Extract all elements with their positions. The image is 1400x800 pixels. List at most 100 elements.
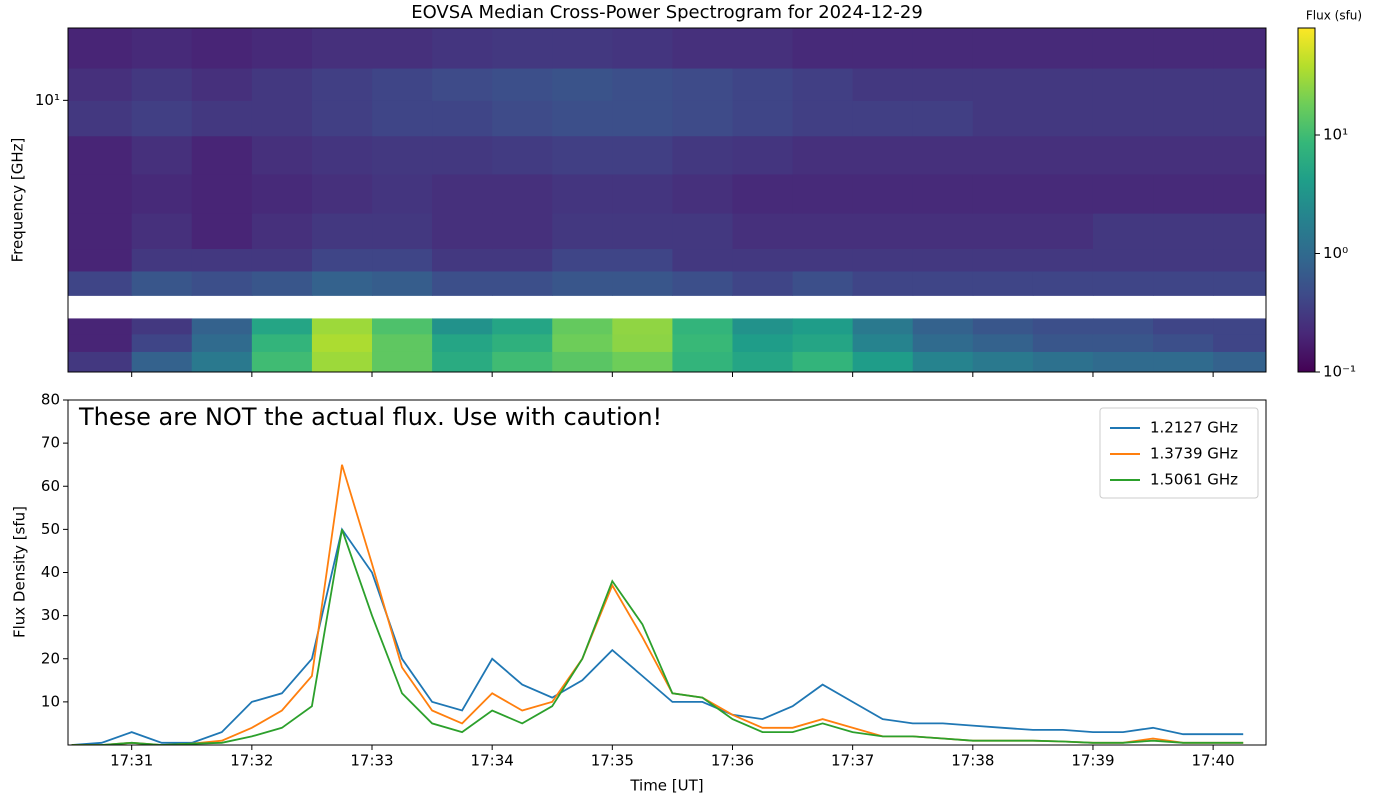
heatmap-cell (792, 318, 854, 335)
heatmap-cell (68, 173, 133, 214)
plot-frame (67, 27, 1267, 373)
y-tick-label: 10¹ (35, 91, 60, 109)
colorbar-tick-label: 10⁻¹ (1323, 363, 1356, 381)
heatmap-cell (68, 351, 133, 373)
x-tick-label: 17:33 (350, 752, 393, 770)
legend-label: 1.5061 GHz (1150, 471, 1238, 489)
heatmap-cell (492, 248, 553, 272)
heatmap-cell (372, 248, 433, 272)
heatmap-cell (1213, 270, 1267, 296)
heatmap-cell (1153, 248, 1214, 272)
heatmap-cell (251, 135, 313, 175)
heatmap-cell (311, 173, 373, 214)
heatmap-cell (191, 213, 253, 250)
series-line (71, 529, 1244, 745)
heatmap-cell (852, 318, 914, 335)
heatmap-cell (612, 173, 673, 214)
heatmap-cell (492, 318, 553, 335)
heatmap-cell (68, 270, 133, 296)
heatmap-cell (311, 213, 373, 250)
heatmap-cell (792, 270, 854, 296)
heatmap-cell (732, 173, 794, 214)
heatmap-cell (432, 318, 493, 335)
heatmap-cell (552, 248, 613, 272)
heatmap-cell (672, 318, 733, 335)
heatmap-cell (1032, 100, 1094, 137)
heatmap-cell (131, 318, 193, 335)
heatmap-cell (251, 28, 313, 69)
heatmap-cell (1092, 28, 1154, 69)
heatmap-cell (792, 333, 854, 352)
heatmap-cell (1092, 333, 1154, 352)
heatmap-cell (191, 270, 253, 296)
heatmap-cell (191, 135, 253, 175)
heatmap-cell (68, 333, 133, 352)
heatmap-cell (672, 68, 733, 101)
heatmap-cell (1032, 248, 1094, 272)
heatmap-cell (972, 100, 1034, 137)
heatmap-cell (552, 68, 613, 101)
heatmap-cell (492, 333, 553, 352)
heatmap-cell (492, 270, 553, 296)
heatmap-cell (311, 135, 373, 175)
heatmap-cell (492, 173, 553, 214)
heatmap-cell (1153, 318, 1214, 335)
heatmap-cell (672, 173, 733, 214)
heatmap-cell (612, 351, 673, 373)
heatmap-cell (251, 173, 313, 214)
series-line (71, 527, 1244, 745)
heatmap-cell (552, 333, 613, 352)
heatmap-cell (492, 351, 553, 373)
heatmap-cell (131, 173, 193, 214)
x-tick-label: 17:36 (711, 752, 754, 770)
heatmap-cell (912, 351, 974, 373)
heatmap-cell (612, 248, 673, 272)
y-tick-label: 30 (41, 606, 60, 624)
heatmap-cell (311, 100, 373, 137)
heatmap-cell (1213, 135, 1267, 175)
heatmap-cell (552, 318, 613, 335)
heatmap-cell (1213, 213, 1267, 250)
heatmap-cell (732, 333, 794, 352)
heatmap-cell (1092, 100, 1154, 137)
heatmap-cell (68, 28, 133, 69)
heatmap-cell (311, 318, 373, 335)
heatmap-cell (1032, 28, 1094, 69)
heatmap-cell (972, 333, 1034, 352)
heatmap-cell (732, 318, 794, 335)
heatmap-cell (912, 270, 974, 296)
colorbar-tick-label: 10⁰ (1323, 244, 1348, 262)
heatmap-cell (1153, 68, 1214, 101)
heatmap-cell (852, 270, 914, 296)
heatmap-cell (191, 173, 253, 214)
heatmap-cell (912, 248, 974, 272)
heatmap-cell (672, 135, 733, 175)
heatmap-cell (792, 213, 854, 250)
heatmap-cell (1153, 351, 1214, 373)
heatmap-cell (972, 318, 1034, 335)
x-tick-label: 17:39 (1071, 752, 1114, 770)
x-axis-label: Time [UT] (629, 777, 703, 795)
heatmap-cell (792, 173, 854, 214)
heatmap-cell (672, 351, 733, 373)
heatmap-cell (972, 135, 1034, 175)
heatmap-cell (732, 270, 794, 296)
heatmap-cell (1032, 135, 1094, 175)
heatmap-cell (672, 248, 733, 272)
heatmap-cell (191, 318, 253, 335)
x-tick-label: 17:34 (471, 752, 514, 770)
heatmap-cell (191, 68, 253, 101)
heatmap-cell (492, 135, 553, 175)
y-tick-label: 10 (41, 692, 60, 710)
heatmap-cell (131, 68, 193, 101)
y-tick-label: 40 (41, 563, 60, 581)
heatmap-cell (1213, 248, 1267, 272)
heatmap-cell (251, 213, 313, 250)
x-tick-label: 17:35 (591, 752, 634, 770)
heatmap-cell (131, 100, 193, 137)
heatmap-cell (372, 135, 433, 175)
heatmap-cell (1213, 100, 1267, 137)
heatmap-cell (68, 248, 133, 272)
